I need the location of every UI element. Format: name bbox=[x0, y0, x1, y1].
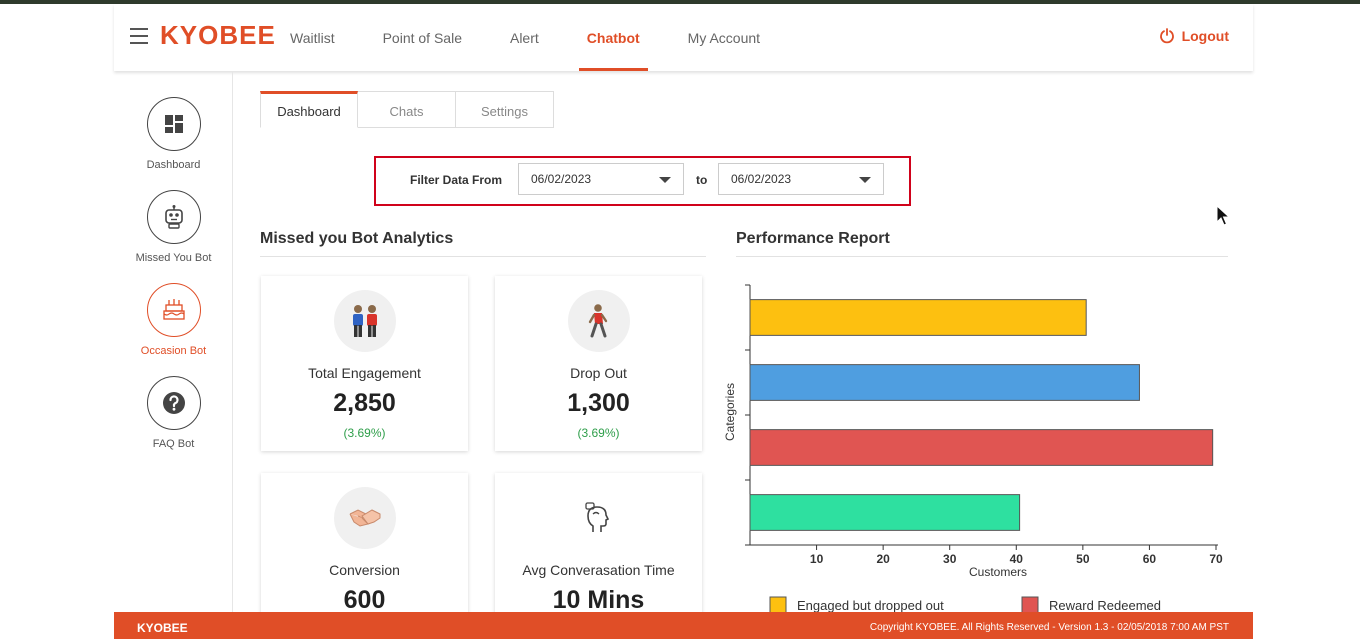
legend-swatch bbox=[1021, 596, 1039, 612]
card-title: Avg Converasation Time bbox=[522, 562, 675, 578]
sidebar-label: Dashboard bbox=[146, 159, 201, 171]
chart-bar[interactable] bbox=[749, 494, 1021, 531]
card-icon-circle bbox=[333, 290, 396, 352]
card-icon-circle bbox=[567, 290, 630, 352]
handshake-icon bbox=[349, 509, 380, 527]
date-filter: Filter Data From 06/02/2023 to 06/02/202… bbox=[374, 156, 911, 206]
card-value: 600 bbox=[343, 586, 386, 614]
tab-dashboard[interactable]: Dashboard bbox=[260, 91, 358, 128]
x-tick-label: 30 bbox=[943, 552, 957, 566]
kyobee-logo[interactable]: KYOBEE bbox=[160, 20, 276, 50]
x-tick-label: 10 bbox=[810, 552, 824, 566]
chart-bar[interactable] bbox=[749, 429, 1214, 466]
legend-label: Engaged but dropped out bbox=[797, 598, 944, 612]
walking-person-icon bbox=[588, 304, 607, 338]
x-tick-label: 50 bbox=[1076, 552, 1090, 566]
nav-waitlist[interactable]: Waitlist bbox=[290, 30, 335, 46]
sidebar-icon-circle bbox=[146, 97, 201, 151]
chart-bar[interactable] bbox=[749, 364, 1140, 401]
sidebar-icon-circle bbox=[146, 283, 201, 337]
card-percentage: (3.69%) bbox=[577, 426, 620, 440]
card-avg-conversation-time: Avg Converasation Time 10 Mins bbox=[495, 473, 702, 633]
sidebar-label: FAQ Bot bbox=[152, 438, 195, 450]
from-date-value: 06/02/2023 bbox=[531, 172, 592, 186]
card-title: Conversion bbox=[329, 562, 400, 578]
from-date-select[interactable]: 06/02/2023 bbox=[518, 163, 684, 195]
card-value: 2,850 bbox=[333, 389, 396, 417]
card-percentage: (3.69%) bbox=[343, 426, 386, 440]
tab-chats[interactable]: Chats bbox=[358, 91, 456, 128]
to-date-value: 06/02/2023 bbox=[731, 172, 792, 186]
x-tick-label: 20 bbox=[876, 552, 890, 566]
power-icon bbox=[1159, 28, 1174, 44]
content-tabs: Dashboard Chats Settings bbox=[260, 91, 554, 128]
main-nav: Waitlist Point of Sale Alert Chatbot My … bbox=[290, 4, 808, 71]
x-tick-label: 60 bbox=[1143, 552, 1157, 566]
nav-alert[interactable]: Alert bbox=[509, 30, 539, 46]
card-title: Total Engagement bbox=[308, 365, 421, 381]
card-total-engagement: Total Engagement 2,850 (3.69%) bbox=[261, 276, 468, 451]
logout-button[interactable]: Logout bbox=[1159, 28, 1229, 44]
legend-swatch bbox=[769, 596, 787, 612]
to-label: to bbox=[696, 173, 708, 187]
top-header: KYOBEE Waitlist Point of Sale Alert Chat… bbox=[114, 4, 1253, 71]
hamburger-menu-icon[interactable] bbox=[130, 28, 148, 44]
card-icon-circle bbox=[567, 487, 630, 549]
sidebar-label: Occasion Bot bbox=[140, 345, 207, 357]
x-tick-label: 40 bbox=[1010, 552, 1024, 566]
x-axis-label: Customers bbox=[969, 565, 1027, 579]
card-title: Drop Out bbox=[570, 365, 627, 381]
nav-my-account[interactable]: My Account bbox=[687, 30, 761, 46]
window-top-strip bbox=[0, 0, 1360, 4]
talking-head-icon bbox=[584, 502, 609, 532]
sidebar-item-occasion-bot[interactable]: Occasion Bot bbox=[114, 283, 233, 357]
filter-label: Filter Data From bbox=[410, 173, 503, 187]
card-icon-circle bbox=[333, 487, 396, 549]
footer: KYOBEE Copyright KYOBEE. All Rights Rese… bbox=[114, 612, 1253, 639]
performance-chart: Categories Customers 10 20 30 40 50 60 70 Enga… bbox=[718, 270, 1238, 612]
nav-point-of-sale[interactable]: Point of Sale bbox=[382, 30, 462, 46]
card-value: 1,300 bbox=[567, 389, 630, 417]
dashboard-grid-icon bbox=[164, 115, 183, 133]
chevron-down-icon bbox=[659, 177, 671, 183]
performance-bar-chart: Categories Customers 10 20 30 40 50 60 70 Enga… bbox=[723, 284, 1223, 612]
chevron-down-icon bbox=[859, 177, 871, 183]
sidebar-icon-circle bbox=[146, 376, 201, 430]
sidebar-item-dashboard[interactable]: Dashboard bbox=[114, 97, 233, 171]
card-conversion: Conversion 600 bbox=[261, 473, 468, 633]
sidebar-label: Missed You Bot bbox=[135, 252, 212, 264]
sidebar-item-missed-you-bot[interactable]: Missed You Bot bbox=[114, 190, 233, 264]
robot-icon bbox=[164, 205, 183, 229]
chart-bar[interactable] bbox=[749, 299, 1087, 336]
legend-label: Reward Redeemed bbox=[1049, 598, 1161, 612]
x-tick-label: 70 bbox=[1209, 552, 1223, 566]
birthday-cake-icon bbox=[162, 299, 185, 320]
sidebar-icon-circle bbox=[146, 190, 201, 244]
footer-brand: KYOBEE bbox=[137, 621, 188, 635]
chart-legend: Engaged but dropped out Reward Redeemed bbox=[769, 596, 1161, 612]
y-axis-label: Categories bbox=[723, 383, 737, 441]
card-value: 10 Mins bbox=[552, 586, 645, 614]
sidebar-item-faq-bot[interactable]: FAQ Bot bbox=[114, 376, 233, 450]
left-sidebar: Dashboard Missed You Bot bbox=[114, 72, 233, 612]
tab-settings[interactable]: Settings bbox=[456, 91, 554, 128]
footer-copyright: Copyright KYOBEE. All Rights Reserved - … bbox=[869, 622, 1229, 633]
card-drop-out: Drop Out 1,300 (3.69%) bbox=[495, 276, 702, 451]
to-date-select[interactable]: 06/02/2023 bbox=[718, 163, 884, 195]
performance-title: Performance Report bbox=[736, 230, 1228, 257]
nav-chatbot[interactable]: Chatbot bbox=[578, 4, 648, 71]
ticks-group: 10 20 30 40 50 60 70 bbox=[745, 284, 1223, 566]
bars-group bbox=[749, 299, 1214, 531]
mouse-cursor-icon bbox=[1216, 205, 1230, 226]
people-icon bbox=[352, 305, 377, 337]
analytics-title: Missed you Bot Analytics bbox=[260, 230, 706, 257]
question-icon bbox=[162, 392, 185, 414]
logout-label: Logout bbox=[1181, 28, 1229, 44]
